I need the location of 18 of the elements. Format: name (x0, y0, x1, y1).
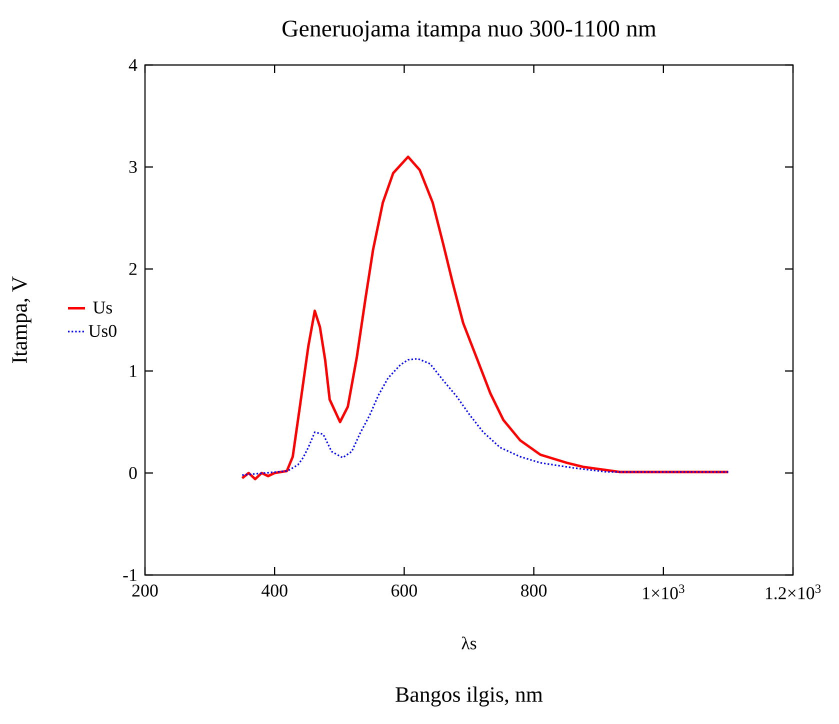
y-tick-label: -1 (123, 569, 136, 581)
x-tick-label: 400 (261, 584, 288, 597)
x-tick-label: 600 (392, 584, 417, 597)
x-tick-label: 1×10$^{3}$ (643, 584, 684, 600)
x-axis-title: Bangos ilgis, nm (396, 686, 543, 706)
text: λs (462, 636, 476, 650)
x-tick-label: 200 (132, 584, 158, 597)
legend-label: Us0 (88, 324, 116, 337)
y-tick-label: 2 (129, 263, 136, 275)
y-tick-label: 1 (130, 365, 136, 377)
chart-title: Generuojama itampa nuo 300-1100 nm (282, 20, 656, 42)
y-tick-label: 3 (129, 160, 137, 174)
y-tick-label: 0 (129, 466, 137, 480)
y-tick-label: 4 (128, 59, 138, 71)
x-tick-label: 1.2×10$^{3}$ (766, 584, 821, 600)
x-tick-label: 800 (521, 584, 547, 597)
y-axis-title: Itampa, V (12, 276, 32, 364)
legend-label: Us (93, 302, 112, 314)
